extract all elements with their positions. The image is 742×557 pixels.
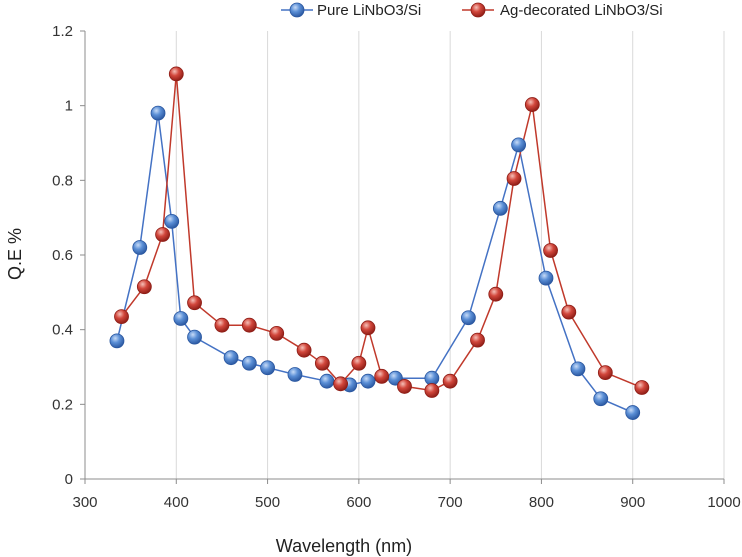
- data-point-ag: [168, 66, 184, 82]
- data-point-ag: [488, 286, 504, 302]
- data-point-pure: [593, 391, 609, 407]
- legend-label-ag: Ag-decorated LiNbO3/Si: [500, 2, 663, 19]
- data-point-ag: [241, 317, 257, 333]
- x-tick-label: 700: [438, 494, 463, 511]
- data-point-pure: [460, 310, 476, 326]
- data-point-ag: [634, 380, 650, 395]
- data-point-ag: [374, 368, 390, 384]
- legend: Pure LiNbO3/Si Ag-decorated LiNbO3/Si: [281, 2, 663, 19]
- data-point-ag: [187, 295, 202, 311]
- data-point-pure: [187, 329, 202, 345]
- data-point-pure: [360, 373, 376, 389]
- x-tick-label: 300: [72, 494, 97, 511]
- data-point-pure: [164, 213, 180, 229]
- data-point-pure: [424, 370, 440, 386]
- data-point-ag: [561, 304, 577, 320]
- series-line-ag: [120, 73, 643, 392]
- data-point-pure: [241, 355, 257, 371]
- x-tick-label: 500: [255, 494, 280, 511]
- legend-marker-ag: [470, 2, 486, 18]
- data-point-ag: [424, 383, 440, 398]
- data-point-pure: [173, 311, 189, 326]
- data-point-ag: [470, 332, 485, 348]
- data-point-pure: [570, 361, 586, 377]
- data-point-ag: [333, 376, 349, 392]
- grid-lines: [175, 31, 725, 479]
- y-tick-label: 0.2: [52, 396, 73, 413]
- data-point-pure: [132, 240, 148, 255]
- x-tick-label: 600: [346, 494, 371, 511]
- axes: [80, 30, 725, 484]
- data-point-ag: [351, 355, 367, 371]
- x-tick-label: 800: [529, 494, 554, 511]
- y-tick-label: 1.2: [52, 23, 73, 40]
- y-tick-label: 0: [65, 471, 73, 488]
- x-tick-label: 1000: [707, 494, 740, 511]
- data-point-ag: [506, 171, 522, 186]
- data-point-pure: [319, 373, 335, 389]
- y-tick-label: 0.4: [52, 322, 73, 339]
- data-point-ag: [136, 279, 152, 295]
- data-point-pure: [492, 200, 508, 216]
- data-point-pure: [511, 137, 527, 153]
- data-point-pure: [287, 367, 303, 382]
- data-point-ag: [360, 320, 376, 336]
- x-tick-label: 900: [620, 494, 645, 511]
- y-tick-labels: 0 0.2 0.4 0.6 0.8 1 1.2: [52, 23, 73, 488]
- data-point-pure: [538, 270, 554, 286]
- y-axis-title: Q.E %: [5, 228, 25, 280]
- legend-item-ag: Ag-decorated LiNbO3/Si: [462, 2, 663, 19]
- data-point-pure: [150, 105, 166, 121]
- legend-label-pure: Pure LiNbO3/Si: [317, 2, 421, 19]
- x-tick-label: 400: [164, 494, 189, 511]
- data-point-ag: [597, 365, 613, 381]
- data-point-ag: [314, 355, 330, 371]
- y-tick-label: 0.6: [52, 247, 73, 264]
- data-point-ag: [296, 342, 312, 358]
- data-point-ag: [397, 379, 412, 394]
- data-point-ag: [543, 243, 558, 258]
- data-point-ag: [269, 325, 285, 341]
- legend-marker-pure: [289, 2, 305, 18]
- data-point-ag: [442, 373, 458, 389]
- data-point-ag: [155, 227, 170, 242]
- data-point-ag: [214, 317, 230, 333]
- series-line-pure: [116, 112, 633, 414]
- y-tick-label: 1: [65, 98, 73, 115]
- legend-item-pure: Pure LiNbO3/Si: [281, 2, 421, 19]
- series-group: [109, 66, 650, 420]
- data-point-pure: [109, 333, 125, 349]
- data-point-pure: [260, 360, 275, 376]
- x-axis-title: Wavelength (nm): [276, 536, 412, 556]
- y-tick-label: 0.8: [52, 172, 73, 189]
- x-tick-labels: 300 400 500 600 700 800 900 1000: [72, 494, 740, 511]
- data-point-ag: [114, 309, 129, 325]
- data-point-pure: [625, 405, 641, 420]
- data-point-pure: [223, 350, 239, 366]
- data-point-ag: [524, 97, 540, 112]
